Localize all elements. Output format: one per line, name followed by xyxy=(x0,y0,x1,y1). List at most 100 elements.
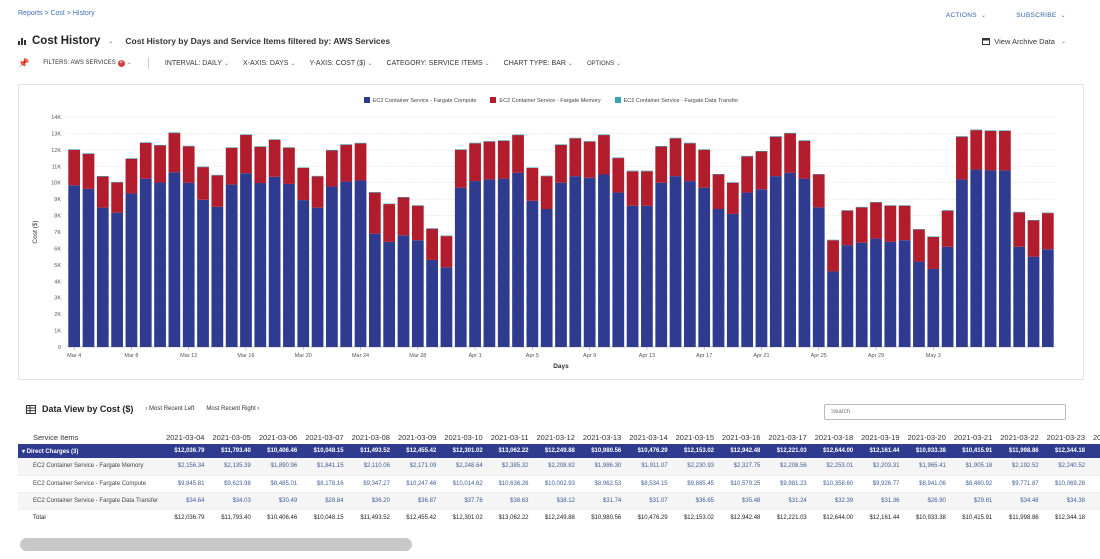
bar-compute xyxy=(283,183,295,347)
table-cell: $10,247.46 xyxy=(393,475,441,493)
horizontal-scrollbar[interactable] xyxy=(20,538,412,551)
actions-label: ACTIONS xyxy=(945,12,977,19)
table-cell: $1,911.07 xyxy=(625,458,672,476)
bar-memory xyxy=(870,202,882,239)
collapse-icon[interactable]: ▾ xyxy=(22,448,27,455)
bar-memory xyxy=(326,150,338,187)
row-label-text: Direct Charges (3) xyxy=(26,448,79,455)
bar-transfer xyxy=(641,170,653,172)
column-header-date[interactable]: 2021-03-19 xyxy=(861,433,900,442)
column-header-date[interactable]: 2021-03-04 xyxy=(166,433,205,442)
table-cell: $10,476.29 xyxy=(625,508,672,526)
table-cell: $12,221.03 xyxy=(764,444,811,458)
bar-compute xyxy=(326,186,338,347)
bar-transfer xyxy=(240,134,252,135)
options-dropdown[interactable]: OPTIONS ⌄ xyxy=(587,60,621,67)
column-header-date[interactable]: 2021-03-11 xyxy=(490,433,529,442)
bar-transfer xyxy=(555,144,567,145)
y-tick-label: 6K xyxy=(54,246,61,252)
column-header-date[interactable]: 2021-03-23 xyxy=(1046,433,1085,442)
bar-compute xyxy=(941,246,954,347)
legend-item-memory[interactable]: EC2 Container Service - Fargate Memory xyxy=(490,97,601,104)
bar-compute xyxy=(354,180,367,347)
bar-compute xyxy=(641,205,653,347)
x-tick-label: Mar 20 xyxy=(295,353,312,359)
bar-compute xyxy=(984,170,997,347)
bar-transfer xyxy=(984,130,997,131)
most-recent-right-button[interactable]: Most Recent Right › xyxy=(206,406,260,412)
page-title[interactable]: Cost History xyxy=(32,35,101,47)
table-cell: $2,135.39 xyxy=(208,458,255,476)
most-recent-left-button[interactable]: ‹ Most Recent Left xyxy=(145,406,195,412)
bar-compute xyxy=(68,185,81,347)
bar-transfer xyxy=(454,149,467,150)
subscribe-menu[interactable]: SUBSCRIBE ⌄ xyxy=(1016,12,1066,19)
table-cell: $36.87 xyxy=(393,492,441,510)
column-header-date[interactable]: 2021-03-12 xyxy=(536,433,575,442)
table-cell: $31.74 xyxy=(578,492,626,510)
table-cell: $12,644.00 xyxy=(810,508,858,526)
table-cell: $12,153.02 xyxy=(671,444,718,458)
y-tick-label: 7K xyxy=(54,230,61,236)
column-header-date[interactable]: 2021-03-17 xyxy=(768,433,807,442)
column-header-date[interactable]: 2021-03-22 xyxy=(1000,433,1039,442)
category-dropdown[interactable]: CATEGORY: SERVICE ITEMS ⌄ xyxy=(387,60,490,67)
bar-memory xyxy=(655,146,668,183)
column-header-date[interactable]: 2021-03-20 xyxy=(907,433,946,442)
column-header-date[interactable]: 2021-03-06 xyxy=(258,433,298,442)
column-header-date[interactable]: 2021-03-07 xyxy=(305,433,344,442)
bar-memory xyxy=(168,133,181,173)
pin-icon[interactable]: 📌 xyxy=(18,57,30,68)
column-header-date[interactable]: 2021-03-05 xyxy=(212,433,251,442)
table-cell: $10,933.38 xyxy=(903,508,950,526)
table-row[interactable]: ▾ Direct Charges (3) $12,036.79 $11,793.40… xyxy=(18,444,1100,458)
chevron-down-icon: ⌄ xyxy=(484,60,490,67)
column-header-date[interactable]: 2021-03-13 xyxy=(582,433,622,442)
bar-memory xyxy=(454,149,467,188)
chevron-down-icon: ⌄ xyxy=(1060,38,1066,45)
column-header-date[interactable]: 2021-03-21 xyxy=(953,433,993,442)
interval-dropdown[interactable]: INTERVAL: DAILY ⌄ xyxy=(165,60,229,67)
legend-item-compute[interactable]: EC2 Container Service - Fargate Compute xyxy=(363,97,476,104)
yaxis-dropdown[interactable]: Y-AXIS: COST ($) ⌄ xyxy=(309,60,372,67)
column-header-date[interactable]: 2021-03-24 xyxy=(1093,433,1100,442)
chevron-down-icon: ⌄ xyxy=(126,60,132,66)
x-tick-label: Apr 13 xyxy=(639,353,655,359)
column-header-date[interactable]: 2021-03-08 xyxy=(351,433,390,442)
bar-transfer xyxy=(683,142,696,144)
xaxis-dropdown[interactable]: X-AXIS: DAYS ⌄ xyxy=(243,60,295,67)
table-cell: $8,534.15 xyxy=(625,475,672,493)
divider xyxy=(147,57,149,69)
clear-filter-icon[interactable]: × xyxy=(117,60,125,67)
column-header-date[interactable]: 2021-03-16 xyxy=(722,433,761,442)
column-header-date[interactable]: 2021-03-10 xyxy=(444,433,483,442)
row-label: EC2 Container Service - Fargate Memory xyxy=(18,458,163,476)
table-cell: $10,358.60 xyxy=(810,475,858,493)
bar-compute xyxy=(139,178,152,347)
table-cell: $10,014.62 xyxy=(440,475,487,493)
chevron-down-icon[interactable]: ⌄ xyxy=(108,38,114,45)
column-header-service-items[interactable]: Service Items xyxy=(33,433,79,442)
bar-transfer xyxy=(698,149,711,150)
bar-compute xyxy=(368,233,381,347)
actions-menu[interactable]: ACTIONS ⌄ xyxy=(946,12,986,19)
column-header-date[interactable]: 2021-03-09 xyxy=(397,433,437,442)
column-header-date[interactable]: 2021-03-18 xyxy=(814,433,854,442)
bar-memory xyxy=(1027,220,1040,257)
bar-compute xyxy=(211,206,224,347)
charttype-dropdown[interactable]: CHART TYPE: BAR ⌄ xyxy=(504,60,573,67)
bar-compute xyxy=(798,178,811,347)
view-archive-button[interactable]: View Archive Data ⌄ xyxy=(982,37,1066,46)
filters-dropdown[interactable]: FILTERS: AWS SERVICES × ⌄ xyxy=(43,59,132,67)
bar-transfer xyxy=(268,139,281,140)
bar-memory xyxy=(197,167,209,200)
column-header-date[interactable]: 2021-03-14 xyxy=(629,433,668,442)
legend-item-transfer[interactable]: EC2 Container Service - Fargate Data Tra… xyxy=(614,97,738,104)
breadcrumb[interactable]: Reports > Cost > History xyxy=(18,10,95,17)
search-input[interactable] xyxy=(824,404,1066,420)
column-header-date[interactable]: 2021-03-15 xyxy=(675,433,714,442)
bar-compute xyxy=(1013,246,1026,347)
bar-transfer xyxy=(154,144,166,146)
bar-memory xyxy=(612,158,625,193)
cost-bar-chart: 0 1K 2K 3K 4K 5K 6K 7K 8K 9K 10K 11K 12K 13K 14K Mar 4 M… xyxy=(32,115,1055,370)
